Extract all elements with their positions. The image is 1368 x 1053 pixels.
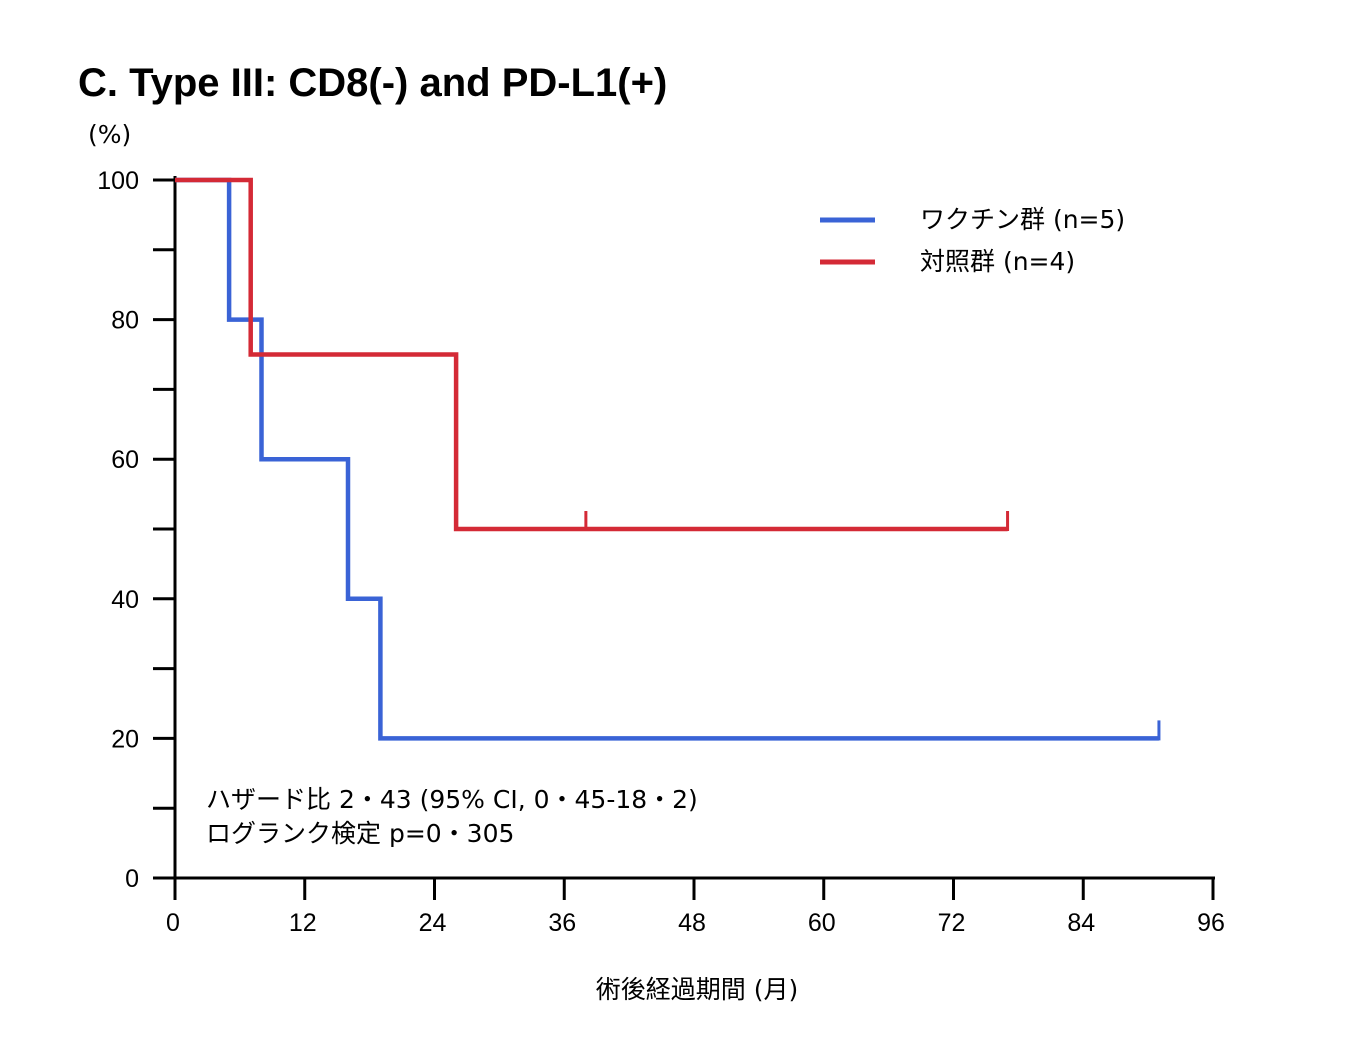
axes: 0 20 40 60 80 100 0 12 24 36 48 60 72 84 96 (97, 167, 1225, 937)
series-line-0 (175, 177, 1159, 741)
stats-annotation: ハザード比 2・43 (95% CI, 0・45-18・2) ログランク検定 p… (206, 785, 698, 848)
legend-label-control: 対照群 (n=4) (920, 247, 1075, 276)
series-layer (175, 177, 1161, 741)
y-tick-label: 20 (111, 725, 139, 753)
x-tick-label: 0 (166, 909, 180, 937)
x-tick-label: 96 (1197, 909, 1225, 937)
y-axis-label: (%) (88, 120, 131, 149)
series-line-1 (175, 177, 1008, 532)
logrank-text: ログランク検定 p=0・305 (206, 819, 514, 848)
y-tick-label: 60 (111, 446, 139, 474)
hazard-ratio-text: ハザード比 2・43 (95% CI, 0・45-18・2) (206, 785, 698, 814)
chart-title: C. Type III: CD8(-) and PD-L1(+) (78, 61, 667, 105)
x-tick-label: 12 (289, 909, 317, 937)
y-tick-label: 40 (111, 586, 139, 614)
x-axis-label: 術後経過期間 (月) (596, 975, 798, 1004)
legend-label-vaccine: ワクチン群 (n=5) (920, 205, 1125, 234)
x-tick-label: 60 (808, 909, 836, 937)
y-tick-label: 0 (125, 865, 139, 893)
x-tick-label: 72 (938, 909, 966, 937)
x-tick-label: 36 (548, 909, 576, 937)
y-tick-label: 100 (97, 167, 139, 195)
legend: ワクチン群 (n=5) 対照群 (n=4) (820, 205, 1125, 276)
x-tick-label: 84 (1067, 909, 1095, 937)
x-tick-label: 24 (419, 909, 447, 937)
x-tick-label: 48 (678, 909, 706, 937)
y-tick-label: 80 (111, 307, 139, 335)
